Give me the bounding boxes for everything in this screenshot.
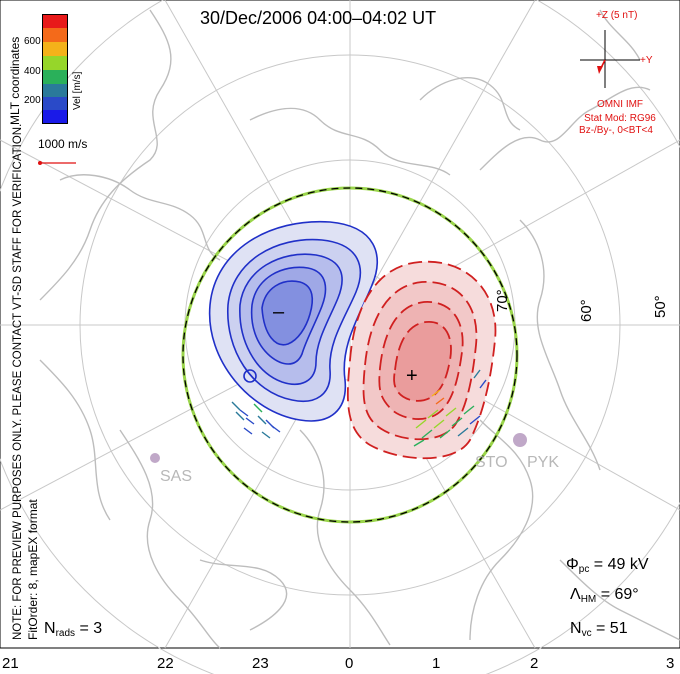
latitude-label-50: 50° xyxy=(652,295,669,318)
preview-note: NOTE: FOR PREVIEW PURPOSES ONLY. PLEASE … xyxy=(12,123,24,640)
velocity-vectors-dawn xyxy=(413,369,487,447)
negative-potential-marker: – xyxy=(273,301,285,323)
radar-sites xyxy=(150,433,527,463)
colorbar-tick-600: 600 xyxy=(24,36,41,47)
latitude-label-60: 60° xyxy=(578,299,595,322)
stat-lambda-hm: ΛHM = 69° xyxy=(570,586,639,605)
mlt-tick-3: 3 xyxy=(666,655,675,672)
velocity-vectors-dusk xyxy=(231,401,281,439)
radar-site-sas xyxy=(150,453,160,463)
coordinate-system-label: MLT coordinates xyxy=(8,36,22,125)
imf-y-label: +Y xyxy=(640,55,653,66)
fit-order-note: FitOrder: 8, mapEX format xyxy=(26,499,40,640)
stat-nrads: Nrads = 3 xyxy=(44,620,103,639)
colorbar-label: Vel [m/s] xyxy=(72,71,83,110)
mlt-tick-21: 21 xyxy=(2,655,19,672)
vector-scale-label: 1000 m/s xyxy=(38,137,88,151)
positive-potential-cell xyxy=(346,260,497,460)
mlt-tick-0: 0 xyxy=(345,655,354,672)
negative-potential-cell xyxy=(208,220,379,422)
map-title: 30/Dec/2006 04:00–04:02 UT xyxy=(200,8,437,28)
positive-potential-marker: + xyxy=(406,365,418,387)
mlt-tick-2: 2 xyxy=(530,655,539,672)
stat-phi-pc: Φpc = 49 kV xyxy=(566,556,649,575)
coastlines xyxy=(39,9,680,649)
colorbar-tick-200: 200 xyxy=(24,95,41,106)
radar-site-pyk xyxy=(513,433,527,447)
vector-scale xyxy=(38,161,76,165)
mlt-tick-22: 22 xyxy=(157,655,174,672)
radar-label-pyk: PYK xyxy=(527,454,560,471)
radar-label-sto: STO xyxy=(475,454,508,471)
stat-nvc: Nvc = 51 xyxy=(570,620,628,639)
velocity-colorbar xyxy=(42,14,68,124)
imf-source-label: OMNI IMF xyxy=(596,99,644,110)
imf-dial xyxy=(580,30,640,88)
imf-bin-label: Bz-/By-, 0<BT<4 xyxy=(579,125,653,136)
radar-label-sas: SAS xyxy=(160,468,193,485)
mlt-tick-23: 23 xyxy=(252,655,269,672)
imf-model-label: Stat Mod: RG96 xyxy=(584,113,656,124)
mlt-tick-1: 1 xyxy=(432,655,441,672)
imf-scale-label: +Z (5 nT) xyxy=(596,10,638,21)
colorbar-tick-400: 400 xyxy=(24,66,41,77)
hm-boundary xyxy=(182,187,518,523)
latitude-label-70: 70° xyxy=(494,289,511,312)
